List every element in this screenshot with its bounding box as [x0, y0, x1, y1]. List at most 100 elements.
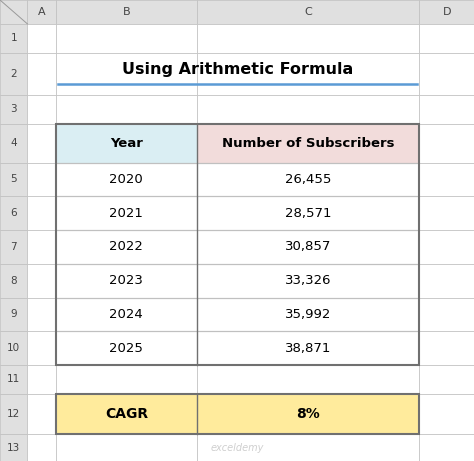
Bar [56, 264, 197, 297]
Bar [419, 124, 474, 163]
Bar [0, 394, 27, 434]
Bar [197, 0, 419, 24]
Text: 2021: 2021 [109, 207, 143, 219]
Bar [419, 24, 474, 53]
Text: CAGR: CAGR [105, 407, 148, 421]
Text: 2023: 2023 [109, 274, 143, 287]
Bar [197, 53, 419, 95]
Text: 11: 11 [7, 374, 20, 384]
Bar [56, 196, 197, 230]
Bar [56, 0, 197, 24]
Bar [0, 95, 27, 124]
Bar [197, 434, 419, 461]
Text: 3: 3 [10, 104, 17, 114]
Bar [197, 230, 419, 264]
Bar [0, 230, 27, 264]
Bar [27, 124, 56, 163]
Text: 4: 4 [10, 138, 17, 148]
Bar [56, 124, 197, 163]
Text: Using Arithmetic Formula: Using Arithmetic Formula [122, 62, 353, 77]
Text: A: A [38, 7, 46, 17]
Bar [0, 365, 27, 394]
Bar [27, 0, 56, 24]
Text: 35,992: 35,992 [285, 308, 331, 321]
Text: 5: 5 [10, 174, 17, 184]
Text: exceldemy: exceldemy [211, 443, 264, 453]
Text: D: D [443, 7, 451, 17]
Text: 1: 1 [10, 33, 17, 43]
Bar [27, 163, 56, 196]
Bar [197, 163, 419, 196]
Bar [56, 53, 197, 95]
Bar [419, 53, 474, 95]
Bar [27, 297, 56, 331]
Text: 13: 13 [7, 443, 20, 453]
Bar [27, 196, 56, 230]
Text: 8: 8 [10, 276, 17, 286]
Bar [56, 394, 419, 434]
Bar [0, 0, 27, 24]
Bar [197, 365, 419, 394]
Bar [0, 297, 27, 331]
Bar [197, 331, 419, 365]
Bar [56, 394, 197, 434]
Bar [56, 124, 419, 365]
Text: 38,871: 38,871 [285, 342, 331, 355]
Text: 2022: 2022 [109, 240, 143, 254]
Bar [197, 394, 419, 434]
Bar [419, 365, 474, 394]
Bar [56, 230, 197, 264]
Text: 10: 10 [7, 343, 20, 353]
Bar [27, 230, 56, 264]
Bar [0, 53, 27, 95]
Text: 8%: 8% [296, 407, 320, 421]
Bar [56, 365, 197, 394]
Bar [197, 124, 419, 163]
Text: 2025: 2025 [109, 342, 143, 355]
Text: 2020: 2020 [109, 173, 143, 186]
Text: 26,455: 26,455 [285, 173, 331, 186]
Bar [27, 95, 56, 124]
Bar [419, 264, 474, 297]
Bar [197, 394, 419, 434]
Bar [419, 95, 474, 124]
Bar [419, 331, 474, 365]
Bar [27, 434, 56, 461]
Text: Number of Subscribers: Number of Subscribers [222, 136, 394, 149]
Bar [0, 434, 27, 461]
Bar [27, 53, 56, 95]
Bar [56, 95, 197, 124]
Bar [419, 163, 474, 196]
Bar [27, 24, 56, 53]
Bar [419, 394, 474, 434]
Bar [56, 394, 197, 434]
Bar [27, 264, 56, 297]
Bar [197, 24, 419, 53]
Text: 2024: 2024 [109, 308, 143, 321]
Text: 7: 7 [10, 242, 17, 252]
Bar [27, 331, 56, 365]
Text: 28,571: 28,571 [285, 207, 331, 219]
Bar [56, 297, 197, 331]
Text: 12: 12 [7, 409, 20, 419]
Bar [419, 434, 474, 461]
Bar [419, 297, 474, 331]
Text: 30,857: 30,857 [285, 240, 331, 254]
Bar [419, 230, 474, 264]
Bar [56, 124, 197, 163]
Bar [197, 264, 419, 297]
Bar [0, 264, 27, 297]
Text: 6: 6 [10, 208, 17, 218]
Bar [0, 24, 27, 53]
Text: B: B [122, 7, 130, 17]
Bar [197, 297, 419, 331]
Bar [197, 95, 419, 124]
Bar [0, 196, 27, 230]
Bar [197, 196, 419, 230]
Text: 2: 2 [10, 69, 17, 79]
Bar [0, 163, 27, 196]
Bar [419, 0, 474, 24]
Bar [0, 331, 27, 365]
Bar [27, 365, 56, 394]
Text: 9: 9 [10, 309, 17, 319]
